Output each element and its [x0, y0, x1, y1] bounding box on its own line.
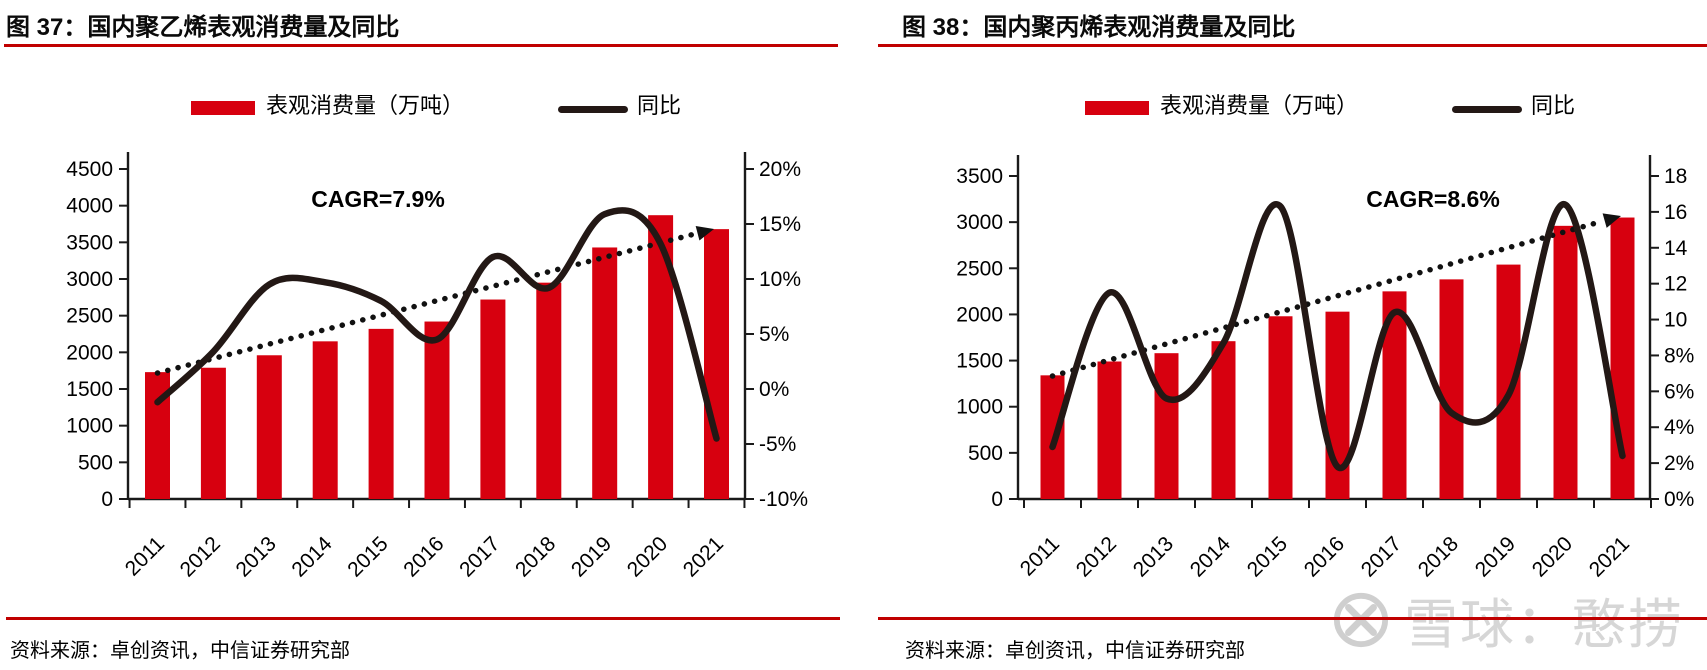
- x-axis-label: 2012: [176, 532, 225, 581]
- legend-bar-swatch-left: [191, 101, 255, 115]
- y-axis-label-right: 18: [1664, 165, 1687, 188]
- x-axis-label: 2020: [623, 532, 672, 581]
- legend-line-label-left: 同比: [637, 93, 682, 118]
- x-axis-label: 2014: [1186, 532, 1236, 582]
- y-axis-label-left: 4500: [66, 158, 113, 181]
- y-axis-label-right: 0%: [759, 378, 789, 401]
- source-text-right: 资料来源：卓创资讯，中信证券研究部: [905, 640, 1245, 662]
- x-axis-label: 2020: [1528, 532, 1577, 581]
- cagr-annotation: CAGR=7.9%: [311, 186, 445, 212]
- bar-2019: [592, 247, 618, 499]
- y-axis-label-left: 0: [991, 488, 1003, 511]
- y-axis-label-left: 3500: [66, 231, 113, 254]
- bar-2014: [1211, 341, 1236, 499]
- x-axis-label: 2018: [511, 532, 560, 581]
- x-axis-label: 2019: [1471, 532, 1520, 581]
- y-axis-label-right: 14: [1664, 237, 1688, 260]
- x-axis-label: 2012: [1072, 532, 1121, 581]
- y-axis-label-right: 4%: [1664, 416, 1694, 439]
- y-axis-label-right: 5%: [759, 323, 789, 346]
- bar-2015: [1268, 316, 1293, 499]
- cagr-annotation: CAGR=8.6%: [1366, 186, 1500, 212]
- bar-2016: [424, 321, 450, 499]
- y-axis-label-right: -10%: [759, 488, 808, 511]
- y-axis-label-right: 2%: [1664, 452, 1694, 475]
- bar-2018: [536, 282, 562, 499]
- x-axis-label: 2016: [399, 532, 448, 581]
- x-axis-label: 2021: [1585, 532, 1634, 581]
- title-rule-left: [4, 44, 838, 47]
- footer-rule-left: [6, 617, 840, 620]
- trendline-arrowhead: [1602, 213, 1621, 228]
- y-axis-label-left: 3000: [66, 268, 113, 291]
- y-axis-label-left: 3500: [956, 165, 1003, 188]
- bar-2014: [312, 341, 338, 499]
- y-axis-label-left: 1000: [956, 396, 1003, 419]
- y-axis-label-right: 10: [1664, 309, 1687, 332]
- y-axis-label-left: 3000: [956, 211, 1003, 234]
- x-axis-label: 2018: [1414, 532, 1463, 581]
- y-axis-label-right: -5%: [759, 433, 796, 456]
- figure-title-left: 图 37：国内聚乙烯表观消费量及同比: [6, 14, 400, 41]
- legend-line-label-right: 同比: [1531, 93, 1576, 118]
- x-axis-label: 2015: [343, 532, 392, 581]
- trendline-arrowhead: [695, 225, 714, 241]
- y-axis-label-left: 2500: [66, 305, 113, 328]
- x-axis-label: 2019: [567, 532, 616, 581]
- bar-2015: [368, 328, 394, 499]
- bar-2013: [256, 355, 282, 499]
- bar-2018: [1439, 279, 1464, 499]
- y-axis-label-right: 12: [1664, 273, 1687, 296]
- trendline-dotted: [154, 231, 698, 376]
- y-axis-label-right: 10%: [759, 268, 801, 291]
- y-axis-label-left: 1500: [956, 350, 1003, 373]
- bar-2016: [1325, 311, 1350, 499]
- y-axis-label-left: 500: [78, 451, 113, 474]
- legend-bar-label-right: 表观消费量（万吨）: [1160, 93, 1359, 118]
- footer-rule-right: [878, 617, 1707, 620]
- x-axis-label: 2013: [1129, 532, 1178, 581]
- y-axis-label-right: 16: [1664, 201, 1687, 224]
- legend-line-swatch-left: [558, 106, 628, 113]
- yoy-line: [1049, 200, 1626, 472]
- y-axis-label-left: 0: [101, 488, 113, 511]
- y-axis-label-left: 2000: [66, 341, 113, 364]
- x-axis-label: 2011: [121, 532, 169, 580]
- watermark-text: 雪球：憨捞: [1404, 595, 1684, 655]
- y-axis-label-left: 1500: [66, 378, 113, 401]
- x-axis-label: 2017: [455, 532, 504, 581]
- figure-title-right: 图 38：国内聚丙烯表观消费量及同比: [902, 14, 1296, 41]
- x-axis-label: 2011: [1016, 532, 1064, 580]
- x-axis-label: 2015: [1243, 532, 1292, 581]
- source-text-left: 资料来源：卓创资讯，中信证券研究部: [10, 640, 350, 662]
- y-axis-label-right: 8%: [1664, 344, 1694, 367]
- y-axis-label-right: 6%: [1664, 380, 1694, 403]
- bar-2012: [1097, 361, 1122, 499]
- x-axis-label: 2017: [1357, 532, 1406, 581]
- legend-bar-swatch-right: [1085, 101, 1149, 115]
- y-axis-label-right: 20%: [759, 158, 801, 181]
- title-rule-right: [878, 44, 1707, 47]
- bar-2017: [480, 299, 506, 499]
- x-axis-label: 2014: [287, 532, 337, 582]
- x-axis-label: 2016: [1300, 532, 1349, 581]
- y-axis-label-left: 1000: [66, 415, 113, 438]
- y-axis-label-left: 500: [968, 442, 1003, 465]
- y-axis-label-right: 0%: [1664, 488, 1694, 511]
- x-axis-label: 2021: [679, 532, 728, 581]
- y-axis-label-right: 15%: [759, 213, 801, 236]
- bar-2021: [704, 229, 729, 499]
- y-axis-label-left: 4000: [66, 195, 113, 218]
- bar-2012: [200, 367, 226, 499]
- legend-bar-label-left: 表观消费量（万吨）: [266, 93, 465, 118]
- bar-2020: [1553, 225, 1578, 499]
- x-axis-label: 2013: [232, 532, 281, 581]
- y-axis-label-left: 2500: [956, 257, 1003, 280]
- y-axis-label-left: 2000: [956, 303, 1003, 326]
- legend-line-swatch-right: [1452, 106, 1522, 113]
- yoy-line: [154, 206, 720, 442]
- bar-2013: [1154, 353, 1179, 499]
